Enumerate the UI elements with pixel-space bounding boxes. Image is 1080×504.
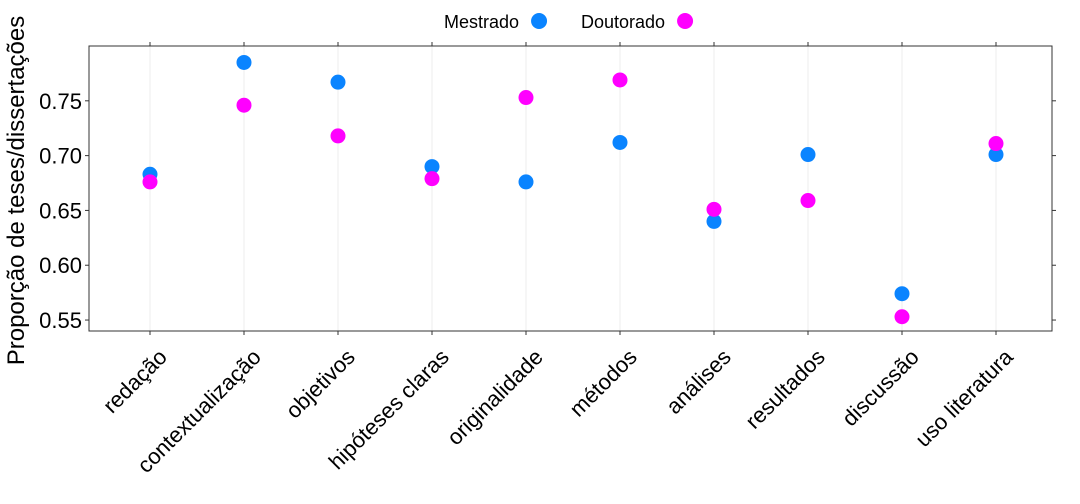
plot-frame xyxy=(88,45,1053,332)
y-tick-label: 0.55 xyxy=(39,308,82,333)
point-mestrado-6 xyxy=(706,213,722,229)
point-mestrado-1 xyxy=(236,54,252,70)
x-tick-label: discussão xyxy=(837,344,924,431)
legend-label: Mestrado xyxy=(444,12,519,32)
point-mestrado-3 xyxy=(424,159,440,175)
y-tick-label: 0.60 xyxy=(39,253,82,278)
grid xyxy=(149,46,997,331)
legend-marker xyxy=(677,13,694,29)
point-doutorado-2 xyxy=(330,128,346,144)
x-tick-label: análises xyxy=(661,344,736,419)
x-tick-label: resultados xyxy=(740,344,829,433)
point-doutorado-1 xyxy=(236,97,252,113)
legend: Mestrado Doutorado xyxy=(444,12,694,32)
point-mestrado-9 xyxy=(988,147,1004,163)
point-doutorado-7 xyxy=(800,193,816,209)
point-doutorado-8 xyxy=(894,309,910,325)
point-doutorado-3 xyxy=(424,171,440,187)
x-tick-label: métodos xyxy=(564,344,641,421)
y-tick-label: 0.65 xyxy=(39,198,82,223)
point-doutorado-4 xyxy=(518,90,534,106)
legend-item-mestrado: Mestrado xyxy=(444,12,548,32)
legend-label: Doutorado xyxy=(581,12,665,32)
point-mestrado-5 xyxy=(612,134,628,150)
point-mestrado-2 xyxy=(330,74,346,90)
point-doutorado-6 xyxy=(706,201,722,217)
y-tick-label: 0.70 xyxy=(39,144,82,169)
point-mestrado-7 xyxy=(800,147,816,163)
legend-item-doutorado: Doutorado xyxy=(581,12,694,32)
point-doutorado-9 xyxy=(988,136,1004,152)
x-tick-label: uso literatura xyxy=(910,344,1018,452)
point-doutorado-5 xyxy=(612,72,628,88)
point-doutorado-0 xyxy=(142,174,158,190)
point-mestrado-4 xyxy=(518,174,534,190)
x-tick-label: redação xyxy=(98,344,172,418)
y-tick-label: 0.75 xyxy=(39,89,82,114)
x-tick-label: originalidade xyxy=(442,344,548,450)
data-points xyxy=(142,54,1004,325)
y-axis-title: Proporção de teses/dissertações xyxy=(3,16,30,366)
legend-marker xyxy=(531,13,548,29)
x-tick-label: objetivos xyxy=(281,344,360,423)
point-mestrado-8 xyxy=(894,286,910,302)
